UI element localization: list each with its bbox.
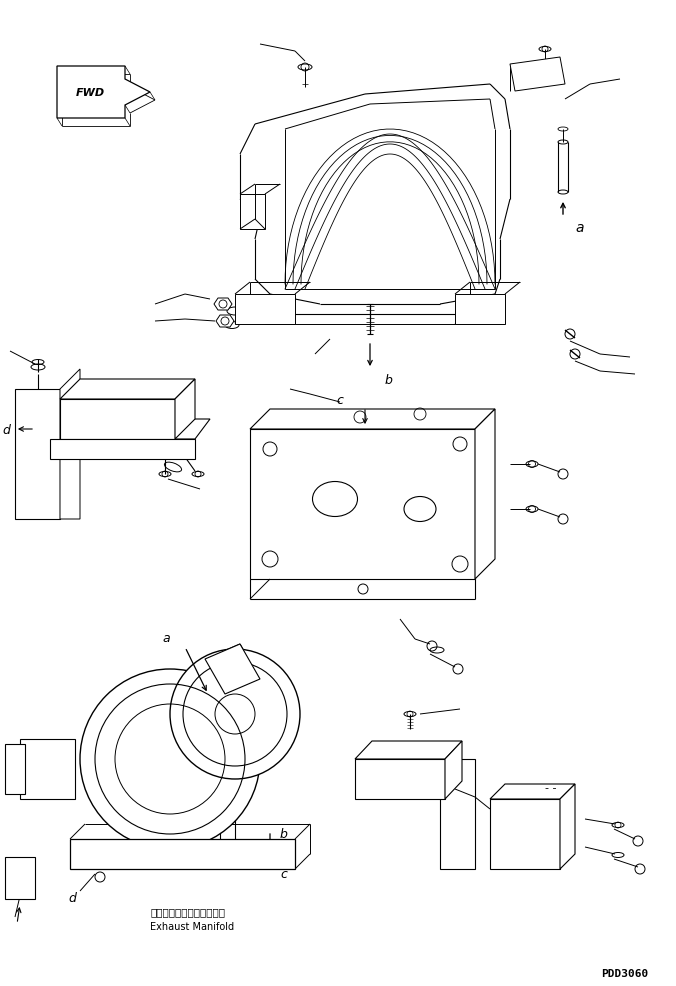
Polygon shape (5, 857, 35, 899)
Polygon shape (57, 67, 150, 119)
Polygon shape (214, 299, 232, 311)
Polygon shape (216, 316, 234, 327)
Polygon shape (490, 800, 560, 869)
Polygon shape (445, 741, 462, 800)
Polygon shape (240, 195, 265, 230)
Text: b: b (280, 827, 288, 841)
Circle shape (80, 669, 260, 849)
Polygon shape (475, 409, 495, 580)
Text: d: d (2, 423, 10, 436)
Polygon shape (60, 370, 80, 520)
Text: d: d (68, 890, 76, 903)
Polygon shape (50, 420, 210, 440)
Text: - -: - - (545, 782, 556, 792)
Polygon shape (70, 839, 295, 869)
Polygon shape (355, 759, 445, 800)
Polygon shape (490, 784, 575, 800)
Polygon shape (60, 399, 175, 440)
Polygon shape (455, 295, 505, 324)
Polygon shape (175, 380, 195, 440)
Polygon shape (235, 295, 295, 324)
Polygon shape (5, 744, 25, 794)
Text: PDD3060: PDD3060 (601, 968, 648, 978)
Polygon shape (205, 644, 260, 694)
Text: c: c (337, 393, 343, 406)
Polygon shape (15, 389, 60, 520)
Text: a: a (162, 631, 170, 644)
Polygon shape (560, 784, 575, 869)
Text: Exhaust Manifold: Exhaust Manifold (150, 921, 234, 931)
Text: c: c (280, 868, 287, 880)
Polygon shape (20, 740, 75, 800)
Polygon shape (250, 430, 475, 580)
Text: a: a (576, 221, 584, 235)
Polygon shape (355, 741, 462, 759)
Polygon shape (250, 409, 495, 430)
Polygon shape (50, 440, 195, 459)
Circle shape (170, 650, 300, 779)
Text: エキゾーストマニホールド: エキゾーストマニホールド (150, 906, 225, 916)
Polygon shape (60, 380, 195, 399)
Polygon shape (440, 759, 475, 869)
Polygon shape (510, 58, 565, 92)
Text: b: b (385, 373, 393, 387)
Text: FWD: FWD (76, 88, 105, 98)
